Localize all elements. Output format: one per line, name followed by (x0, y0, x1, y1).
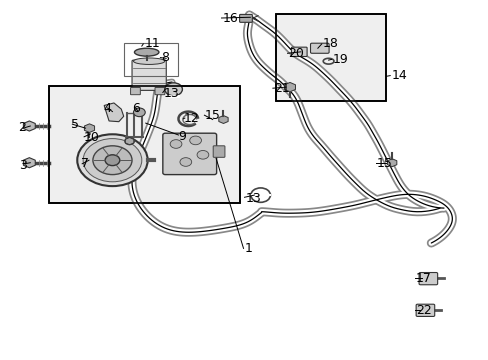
Bar (276, 14, 386, 101)
Circle shape (164, 83, 182, 96)
FancyBboxPatch shape (213, 146, 224, 157)
FancyBboxPatch shape (310, 43, 328, 53)
Ellipse shape (133, 58, 164, 64)
Text: 13: 13 (163, 87, 179, 100)
FancyBboxPatch shape (415, 304, 434, 316)
Text: 10: 10 (84, 131, 100, 144)
Text: 11: 11 (144, 37, 160, 50)
Text: 13: 13 (245, 192, 261, 204)
FancyBboxPatch shape (239, 14, 252, 22)
Bar (49, 86, 239, 203)
Bar (276, 14, 386, 101)
FancyBboxPatch shape (155, 87, 164, 95)
FancyBboxPatch shape (163, 133, 216, 175)
Text: 14: 14 (390, 69, 406, 82)
Text: 20: 20 (288, 47, 304, 60)
Text: 21: 21 (273, 82, 289, 95)
Text: 15: 15 (204, 109, 220, 122)
Circle shape (189, 136, 201, 145)
Circle shape (180, 158, 191, 166)
Circle shape (170, 140, 182, 148)
Bar (123, 43, 177, 76)
Text: 2: 2 (19, 121, 26, 134)
Text: 8: 8 (161, 51, 169, 64)
Circle shape (77, 134, 147, 186)
Circle shape (93, 146, 132, 175)
Text: 15: 15 (376, 157, 391, 170)
Circle shape (124, 138, 134, 145)
FancyBboxPatch shape (132, 60, 166, 90)
Circle shape (105, 155, 120, 166)
Text: 18: 18 (322, 37, 338, 50)
Text: 4: 4 (103, 102, 111, 114)
Text: 7: 7 (81, 157, 88, 170)
Text: 19: 19 (332, 53, 347, 66)
Text: 5: 5 (71, 118, 79, 131)
Text: 12: 12 (183, 112, 199, 125)
Text: 3: 3 (19, 159, 26, 172)
Bar (49, 86, 239, 203)
Polygon shape (104, 103, 123, 122)
Ellipse shape (134, 48, 159, 56)
Text: 22: 22 (415, 304, 430, 317)
Text: 6: 6 (132, 102, 140, 114)
Text: 9: 9 (178, 130, 186, 143)
Text: 16: 16 (222, 12, 238, 24)
FancyBboxPatch shape (130, 87, 140, 95)
FancyBboxPatch shape (291, 47, 306, 57)
Circle shape (83, 139, 142, 182)
Text: 1: 1 (244, 242, 252, 255)
Circle shape (197, 150, 208, 159)
Text: 17: 17 (415, 273, 430, 285)
FancyBboxPatch shape (418, 273, 437, 285)
Circle shape (133, 108, 145, 117)
